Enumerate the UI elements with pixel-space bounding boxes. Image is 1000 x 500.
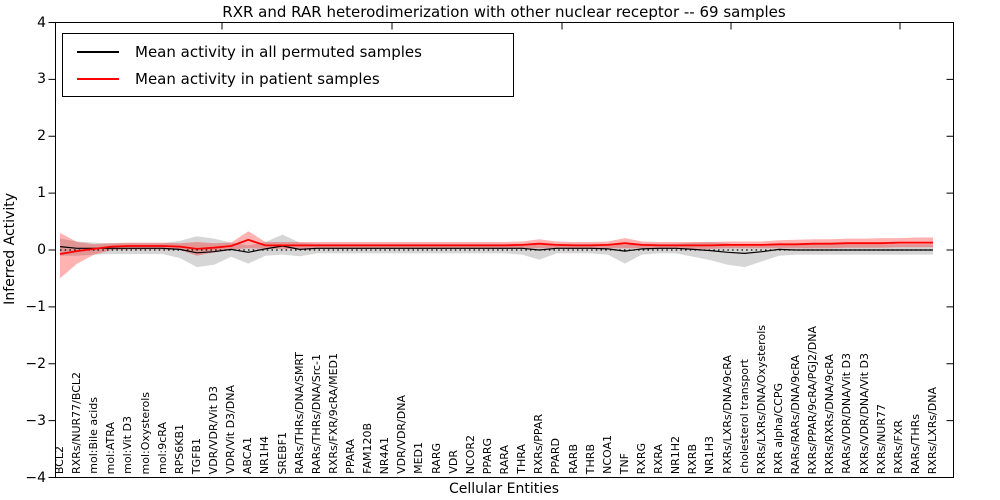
x-tick-label: mol:Vit D3 (121, 416, 135, 474)
x-tick-label: mol:Bile acids (87, 397, 101, 474)
x-tick-label: VDR/Vit D3/DNA (224, 385, 238, 474)
patient-std-band (60, 231, 933, 279)
x-tick-label: PPARG (480, 437, 494, 474)
x-tick-label: RXRs/RXRs/DNA/9cRA (823, 353, 837, 474)
x-tick-label: RXRs/NUR77/BCL2 (70, 371, 84, 474)
x-tick-label: BCL2 (53, 445, 66, 474)
x-tick-label: RXRB (686, 443, 700, 474)
y-tick-label: −4 (25, 469, 46, 486)
x-tick-label: NR4A1 (378, 436, 392, 474)
x-tick-label: PPARA (344, 439, 357, 474)
x-tick-label: mol:Oxysterols (138, 391, 152, 475)
legend-item-patient: Mean activity in patient samples (63, 66, 513, 92)
x-tick-label: RPS6KB1 (172, 423, 186, 474)
x-tick-label: cholesterol transport (737, 359, 751, 474)
x-tick-label: VDR/VDR/Vit D3 (207, 385, 221, 474)
x-tick-label: RARs/THRs/DNA/Src-1 (309, 353, 323, 474)
x-tick-label: RARA (498, 444, 512, 474)
x-tick-label: RXRG (635, 442, 648, 474)
y-tick-label: −2 (25, 355, 46, 372)
x-tick-label: SREBF1 (275, 431, 289, 474)
x-tick-label: RARs/RARs/DNA/9cRA (789, 354, 803, 474)
x-tick-label: TNF (617, 452, 631, 474)
x-tick-label: mol:9cRA (155, 422, 169, 474)
y-tick-label: 1 (37, 185, 46, 202)
legend-line-red (77, 77, 119, 80)
x-tick-label: RXRs/PPAR/9cRA/PGJ2/DNA (806, 325, 820, 475)
x-tick-label: RXRs/PPAR (532, 414, 546, 474)
legend-label: Mean activity in all permuted samples (135, 42, 422, 61)
x-tick-label: ABCA1 (241, 436, 255, 474)
y-tick-label: −1 (25, 298, 46, 315)
x-tick-label: NR1H2 (669, 435, 683, 474)
x-tick-label: NR1H4 (258, 435, 272, 474)
y-tick-label: 3 (37, 71, 46, 88)
x-tick-label: RARs/THRs/DNA/SMRT (292, 352, 306, 474)
x-tick-label: RARB (566, 444, 580, 474)
y-tick-label: 2 (37, 128, 46, 145)
x-tick-label: VDR/VDR/DNA (395, 395, 409, 474)
x-tick-label: mol:ATRA (104, 421, 118, 474)
x-tick-label: RXRA (652, 444, 666, 474)
x-tick-label: MED1 (412, 442, 426, 474)
x-tick-label: THRA (515, 444, 529, 474)
x-tick-label: RARs/VDR/DNA/Vit D3 (840, 353, 854, 474)
x-tick-label: VDR (446, 450, 460, 474)
patient-mean-line (59, 238, 933, 255)
x-tick-label: RXRs/LXRs/DNA/Oxysterols (754, 324, 768, 474)
x-tick-label: NR1H3 (703, 435, 717, 474)
x-tick-label: NCOA1 (600, 435, 614, 474)
y-tick-label: 4 (37, 14, 46, 31)
x-tick-label: THRB (583, 443, 597, 474)
legend-label: Mean activity in patient samples (135, 69, 380, 88)
y-tick-label: −3 (25, 412, 46, 429)
x-tick-label: RXR alpha/CCPG (771, 382, 785, 474)
legend-item-permuted: Mean activity in all permuted samples (63, 39, 513, 65)
x-axis-title: Cellular Entities (448, 481, 560, 497)
permuted-mean-line (59, 245, 933, 255)
x-tick-label: PPARD (549, 437, 563, 474)
legend: Mean activity in all permuted samples Me… (62, 33, 514, 97)
x-tick-label: NCOR2 (463, 434, 477, 474)
x-tick-label: RXRs/VDR/DNA/Vit D3 (857, 352, 871, 474)
chart-title: RXR and RAR heterodimerization with othe… (222, 3, 786, 21)
x-tick-label: RARG (429, 443, 443, 474)
permuted-std-band (60, 234, 933, 268)
x-tick-label: RXRs/LXRs/DNA/9cRA (720, 355, 734, 474)
x-tick-label: FAM120B (361, 423, 375, 474)
x-tick-label: RXRs/LXRs/DNA (926, 386, 939, 474)
x-tick-label: RXRs/FXR/9cRA/MED1 (326, 353, 340, 474)
x-tick-label: RXRs/FXR (891, 420, 905, 474)
legend-line-black (77, 50, 119, 53)
x-tick-label: TGFB1 (189, 437, 203, 474)
y-tick-label: 0 (37, 242, 46, 258)
x-tick-label: RXRs/NUR77 (874, 403, 888, 474)
x-tick-label: RARs/THRs (908, 413, 922, 474)
